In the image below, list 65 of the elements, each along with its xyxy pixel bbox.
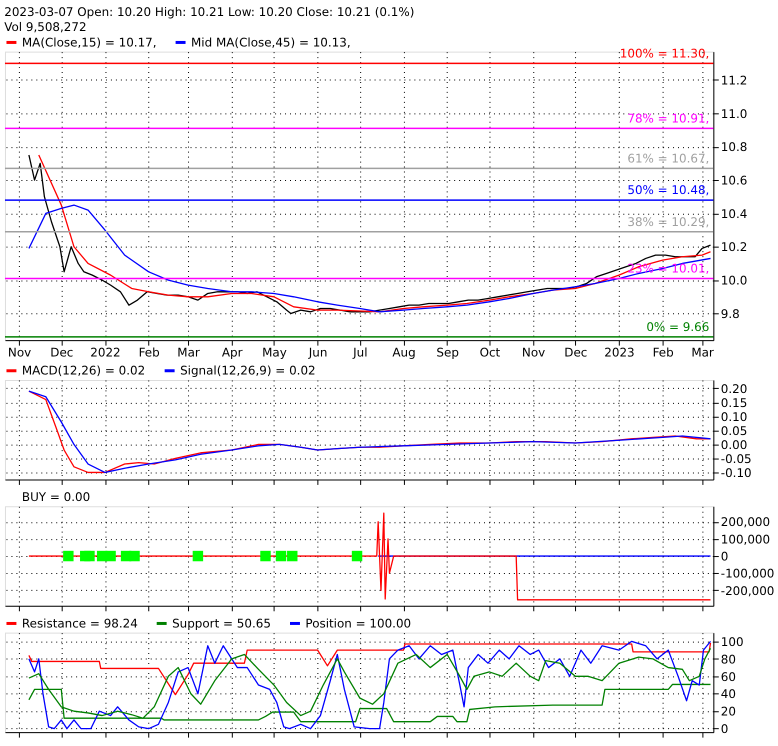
y-tick-label: 10.6 <box>720 174 748 188</box>
x-tick-label: Feb <box>652 346 674 360</box>
y-tick-label: 0.00 <box>720 438 748 452</box>
y-tick-label: 100,000 <box>720 532 770 546</box>
legend-label: MA(Close,15) = 10.17, <box>22 35 157 50</box>
y-tick-label: 0.20 <box>720 382 748 396</box>
x-tick-label: Dec <box>50 346 74 360</box>
line-series <box>28 204 712 312</box>
y-tick-label: 100 <box>720 634 744 649</box>
y-tick-label: 80 <box>720 652 736 666</box>
legend-label: Mid MA(Close,45) = 10.13, <box>191 35 351 50</box>
legend-label: MACD(12,26) = 0.02 <box>22 364 146 378</box>
text: BUY = 0.00 <box>22 490 90 504</box>
x-tick-label: Mar <box>177 346 200 360</box>
y-tick-label: 40 <box>720 687 736 702</box>
y-tick-label: 10.0 <box>720 274 748 288</box>
x-tick-label: Nov <box>8 346 32 360</box>
x-tick-label: May <box>262 346 287 360</box>
ref-line-label: 38% = 10.29, <box>627 214 710 229</box>
legend-label: Signal(12,26,9) = 0.02 <box>180 364 316 378</box>
legend-label: Support = 50.65 <box>172 616 271 630</box>
legend-label: Resistance = 98.24 <box>22 616 138 630</box>
x-tick-label: 2023 <box>604 346 635 360</box>
y-tick-label: 0.10 <box>720 410 748 424</box>
ref-line-label: 100% = 11.30, <box>620 46 710 60</box>
line-series <box>28 640 712 730</box>
y-tick-label: -0.05 <box>720 452 752 466</box>
ref-line-label: 61% = 10.67, <box>627 151 710 166</box>
ref-line-label: 0% = 9.66 <box>646 320 710 334</box>
y-tick-label: 9.8 <box>720 306 740 321</box>
y-tick-label: -0.10 <box>720 466 752 480</box>
x-tick-label: Feb <box>138 346 160 360</box>
x-tick-label: Oct <box>480 346 501 360</box>
y-tick-label: 0.15 <box>720 396 748 410</box>
line-series <box>28 512 712 600</box>
line-series <box>28 390 712 474</box>
y-tick-label: 10.8 <box>720 140 748 154</box>
y-tick-label: 0 <box>720 722 728 736</box>
y-tick-label: 0.05 <box>720 424 748 438</box>
legend-label: Position = 100.00 <box>305 616 412 630</box>
y-tick-label: 20 <box>720 704 736 719</box>
x-tick-label: 2022 <box>90 346 121 360</box>
x-tick-label: Mar <box>691 346 714 360</box>
y-tick-label: -200,000 <box>720 584 774 598</box>
y-tick-label: 11.2 <box>720 73 748 88</box>
y-tick-label: 11.0 <box>720 106 748 121</box>
ref-line-label: 50% = 10.48, <box>627 183 710 198</box>
y-tick-label: 60 <box>720 670 736 684</box>
y-tick-label: 10.2 <box>720 240 748 254</box>
x-tick-label: Apr <box>222 346 243 360</box>
x-tick-label: Jul <box>352 346 368 360</box>
y-tick-label: 0 <box>720 550 728 564</box>
chart-title: 2023-03-07 Open: 10.20 High: 10.21 Low: 10.20 Close: 10.21 (0.1%) <box>4 4 414 19</box>
x-tick-label: Nov <box>522 346 546 360</box>
line-series <box>28 642 712 696</box>
x-tick-label: Dec <box>564 346 588 360</box>
y-tick-label: 200,000 <box>720 515 770 530</box>
y-tick-label: 10.4 <box>720 206 748 221</box>
x-tick-label: Sep <box>436 346 459 360</box>
line-series <box>28 648 712 719</box>
x-tick-label: Jun <box>308 346 328 360</box>
ref-line-label: 78% = 10.91, <box>627 111 710 126</box>
y-tick-label: -100,000 <box>720 566 774 581</box>
chart-subtitle: Vol 9,508,272 <box>4 20 87 34</box>
x-tick-label: Aug <box>392 346 416 360</box>
